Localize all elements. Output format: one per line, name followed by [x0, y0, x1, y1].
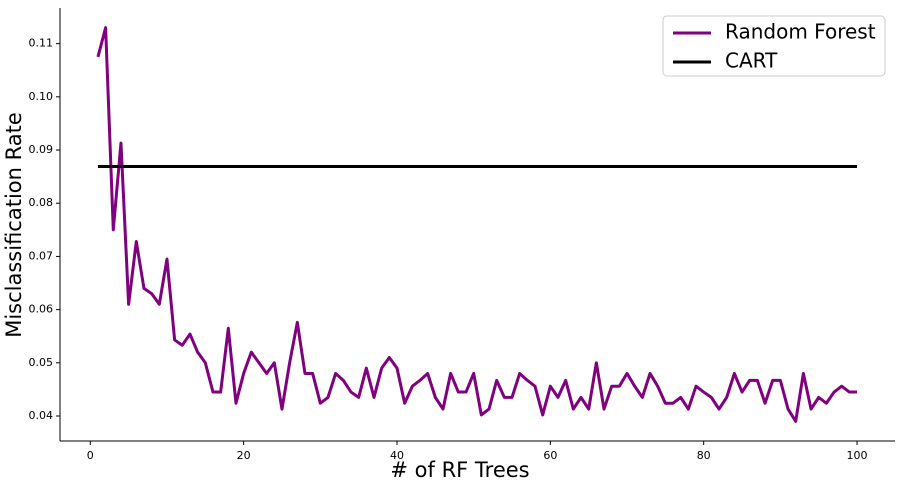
y-tick-label: 0.09: [29, 143, 54, 156]
x-tick-label: 100: [847, 449, 868, 462]
legend-box: [662, 15, 886, 77]
x-axis-label: # of RF Trees: [390, 458, 529, 482]
y-tick-label: 0.07: [29, 249, 54, 262]
x-tick-label: 40: [390, 449, 404, 462]
legend-label: CART: [725, 49, 778, 73]
x-tick-label: 80: [697, 449, 711, 462]
x-tick-label: 0: [87, 449, 94, 462]
legend-label: Random Forest: [725, 20, 876, 44]
y-tick-label: 0.11: [29, 37, 54, 50]
y-tick-label: 0.08: [29, 196, 54, 209]
y-tick-label: 0.05: [29, 356, 54, 369]
x-tick-label: 20: [237, 449, 251, 462]
x-tick-label: 60: [543, 449, 557, 462]
y-tick-label: 0.10: [29, 90, 54, 103]
y-tick-label: 0.04: [29, 409, 54, 422]
series-line: [96, 26, 858, 423]
y-axis-label: Misclassification Rate: [2, 112, 26, 338]
y-tick-label: 0.06: [29, 303, 54, 316]
